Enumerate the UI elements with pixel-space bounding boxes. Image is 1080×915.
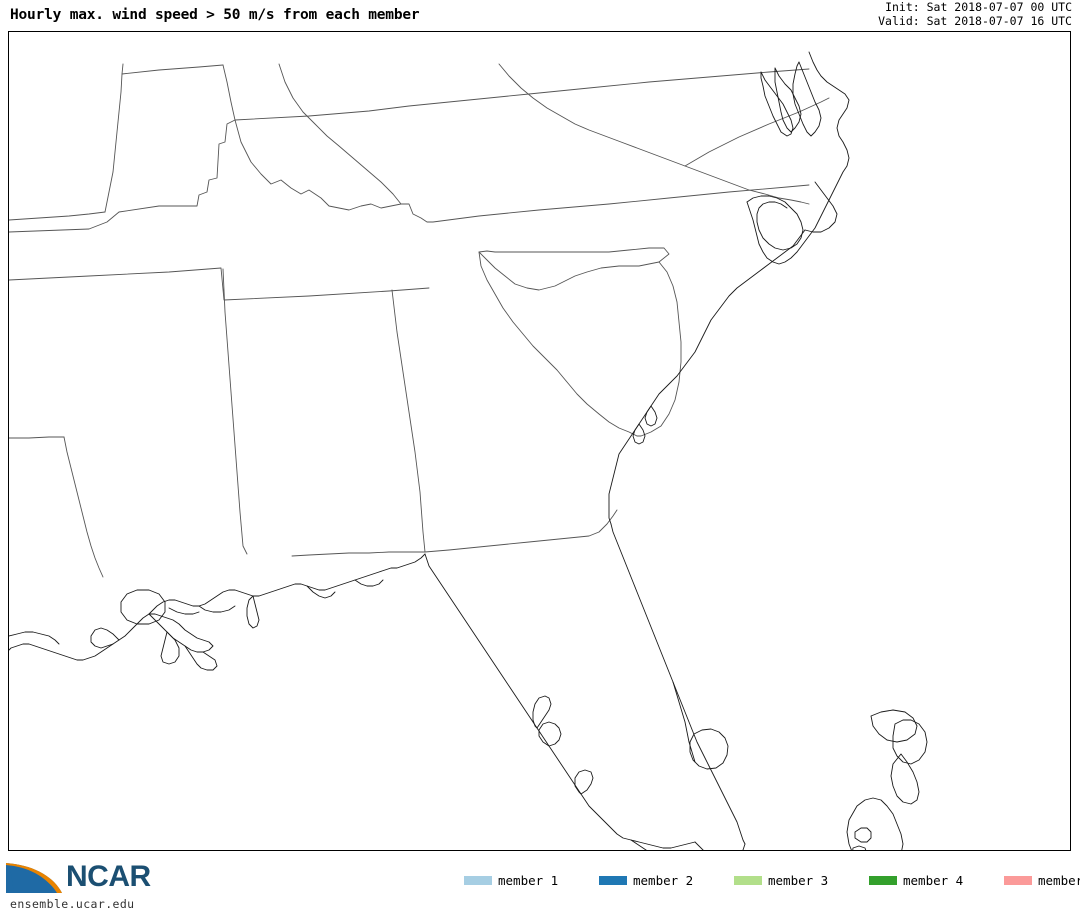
- map-canvas[interactable]: [9, 32, 1070, 850]
- footer-bar: NCAR ensemble.ucar.edu member 1 member 2…: [0, 855, 1080, 915]
- legend-label: member 4: [903, 873, 964, 888]
- header-bar: Hourly max. wind speed > 50 m/s from eac…: [0, 0, 1080, 30]
- member-legend: member 1 member 2 member 3 member 4 memb…: [464, 871, 1080, 890]
- legend-item[interactable]: member 1: [464, 871, 599, 890]
- ncar-wordmark: NCAR: [66, 860, 151, 893]
- legend-item[interactable]: member 3: [734, 871, 869, 890]
- legend-swatch: [869, 876, 897, 885]
- legend-label: member 1: [498, 873, 559, 888]
- timestamp-block: Init: Sat 2018-07-07 00 UTC Valid: Sat 2…: [878, 0, 1072, 28]
- legend-swatch: [464, 876, 492, 885]
- legend-item[interactable]: member 2: [599, 871, 734, 890]
- legend-swatch: [1004, 876, 1032, 885]
- ncar-logo-mark-icon: [6, 863, 64, 893]
- ncar-logo[interactable]: NCAR ensemble.ucar.edu: [4, 860, 184, 911]
- legend-item[interactable]: member 5: [1004, 871, 1080, 890]
- legend-swatch: [734, 876, 762, 885]
- coastline-layer: [9, 51, 928, 850]
- legend-label: member 5: [1038, 873, 1080, 888]
- ncar-url-label: ensemble.ucar.edu: [10, 897, 135, 911]
- state-borders-layer: [9, 63, 830, 578]
- legend-swatch: [599, 876, 627, 885]
- legend-label: member 3: [768, 873, 829, 888]
- init-time-label: Init: Sat 2018-07-07 00 UTC: [885, 0, 1072, 14]
- legend-label: member 2: [633, 873, 694, 888]
- valid-time-label: Valid: Sat 2018-07-07 16 UTC: [878, 13, 1072, 28]
- map-panel[interactable]: [8, 31, 1071, 851]
- page-title: Hourly max. wind speed > 50 m/s from eac…: [10, 7, 420, 23]
- legend-item[interactable]: member 4: [869, 871, 1004, 890]
